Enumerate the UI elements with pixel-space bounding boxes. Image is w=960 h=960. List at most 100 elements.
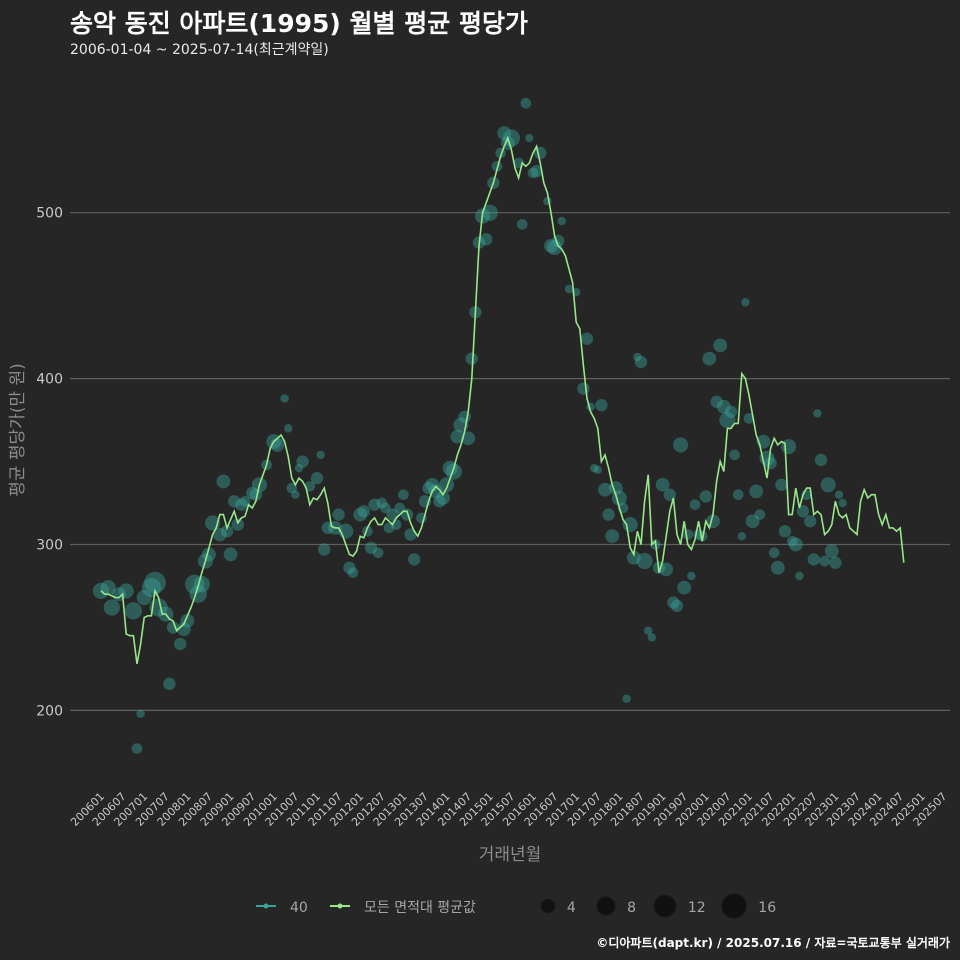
scatter-point bbox=[357, 505, 370, 518]
y-tick-label: 200 bbox=[36, 703, 63, 719]
scatter-point bbox=[239, 496, 251, 507]
scatter-point bbox=[634, 355, 648, 369]
legend-size-circle bbox=[721, 893, 747, 919]
scatter-point bbox=[659, 562, 674, 577]
scatter-point bbox=[136, 709, 145, 718]
scatter-point bbox=[100, 580, 116, 596]
scatter-point bbox=[347, 567, 359, 578]
y-axis-title: 평균 평당가(만 원) bbox=[8, 363, 28, 497]
scatter-point bbox=[804, 515, 817, 528]
source-caption: ©디아파트(dapt.kr) / 2025.07.16 / 자료=국토교통부 실… bbox=[596, 936, 950, 950]
scatter-point bbox=[749, 484, 764, 499]
scatter-point bbox=[461, 431, 476, 446]
scatter-point bbox=[557, 216, 566, 226]
scatter-point bbox=[577, 382, 590, 395]
x-axis-title: 거래년월 bbox=[479, 845, 542, 865]
scatter-point bbox=[605, 529, 620, 544]
scatter-point bbox=[834, 490, 844, 499]
legend-label: 40 bbox=[290, 900, 308, 916]
scatter-point bbox=[502, 129, 521, 147]
scatter-point bbox=[647, 633, 656, 642]
scatter-point bbox=[445, 463, 462, 480]
scatter-point bbox=[176, 622, 191, 636]
scatter-point bbox=[595, 398, 608, 412]
scatter-point bbox=[745, 514, 760, 529]
scatter-point bbox=[786, 535, 798, 547]
legend-size-circle bbox=[596, 896, 616, 916]
scatter-point bbox=[284, 424, 293, 433]
chart-title: 송악 동진 아파트(1995) 월별 평균 평당가 bbox=[70, 9, 528, 38]
scatter-point bbox=[719, 411, 736, 429]
scatter-point bbox=[788, 537, 803, 552]
scatter-point bbox=[223, 547, 238, 562]
scatter-point bbox=[626, 550, 641, 565]
average-price-line bbox=[100, 135, 905, 665]
scatter-point bbox=[131, 743, 143, 754]
scatter-point bbox=[732, 489, 744, 501]
scatter-point bbox=[174, 637, 187, 651]
scatter-point bbox=[543, 196, 552, 206]
scatter-point bbox=[136, 590, 152, 606]
scatter-point bbox=[716, 399, 731, 414]
scatter-point bbox=[450, 429, 465, 444]
scatter-point bbox=[465, 352, 478, 365]
scatter-point bbox=[316, 450, 325, 460]
scatter-point bbox=[696, 530, 708, 542]
scatter-point bbox=[436, 491, 450, 505]
scatter-point bbox=[741, 298, 750, 307]
scatter-point bbox=[807, 553, 820, 566]
legend-size-label: 8 bbox=[627, 900, 636, 916]
scatter-point bbox=[439, 477, 455, 493]
scatter-point bbox=[644, 626, 653, 635]
scatter-point bbox=[813, 409, 822, 418]
legend-size-label: 16 bbox=[758, 900, 776, 916]
chart-subtitle: 2006-01-04 ~ 2025-07-14(최근계약일) bbox=[70, 42, 329, 58]
scatter-point bbox=[677, 580, 692, 595]
scatter-point bbox=[795, 571, 804, 581]
scatter-point bbox=[103, 599, 120, 616]
scatter-point bbox=[372, 547, 384, 559]
scatter-point bbox=[796, 505, 810, 518]
scatter-point bbox=[544, 238, 558, 253]
scatter-point bbox=[398, 489, 409, 501]
y-tick-label: 400 bbox=[36, 372, 63, 388]
scatter-point bbox=[682, 529, 694, 540]
scatter-point bbox=[291, 490, 300, 499]
scatter-point bbox=[713, 338, 728, 353]
scatter-point bbox=[687, 571, 696, 581]
green-line-dot-icon bbox=[330, 903, 350, 909]
scatter-point bbox=[220, 525, 234, 538]
scatter-point bbox=[343, 561, 356, 574]
scatter-point bbox=[394, 502, 406, 514]
scatter-point bbox=[602, 508, 615, 521]
scatter-point bbox=[249, 488, 262, 501]
gridlines bbox=[70, 212, 950, 711]
scatter-point bbox=[768, 547, 780, 559]
scatter-point bbox=[820, 477, 836, 493]
scatter-point bbox=[530, 165, 543, 178]
scatter-point bbox=[310, 471, 324, 485]
scatter-point bbox=[527, 167, 539, 179]
scatter-point bbox=[829, 556, 842, 569]
scatter-point bbox=[770, 560, 785, 575]
scatter-point bbox=[670, 599, 684, 613]
scatter-point bbox=[598, 482, 612, 497]
scatter-point bbox=[163, 677, 176, 690]
scatter-series-40 bbox=[92, 97, 847, 754]
scatter-point bbox=[246, 486, 259, 500]
scatter-point bbox=[433, 495, 446, 508]
scatter-point bbox=[814, 453, 828, 467]
scatter-point bbox=[636, 552, 653, 570]
scatter-point bbox=[743, 413, 755, 424]
scatter-point bbox=[400, 508, 414, 521]
scatter-point bbox=[235, 498, 248, 511]
scatter-point bbox=[425, 477, 440, 492]
scatter-point bbox=[754, 509, 766, 520]
scatter-point bbox=[318, 543, 331, 556]
teal-line-dot-icon bbox=[256, 903, 276, 909]
legend: 40 모든 면적대 평균값 4 8 12 16 bbox=[256, 893, 776, 919]
scatter-point bbox=[764, 457, 777, 470]
scatter-point bbox=[428, 484, 443, 499]
scatter-point bbox=[633, 352, 642, 362]
